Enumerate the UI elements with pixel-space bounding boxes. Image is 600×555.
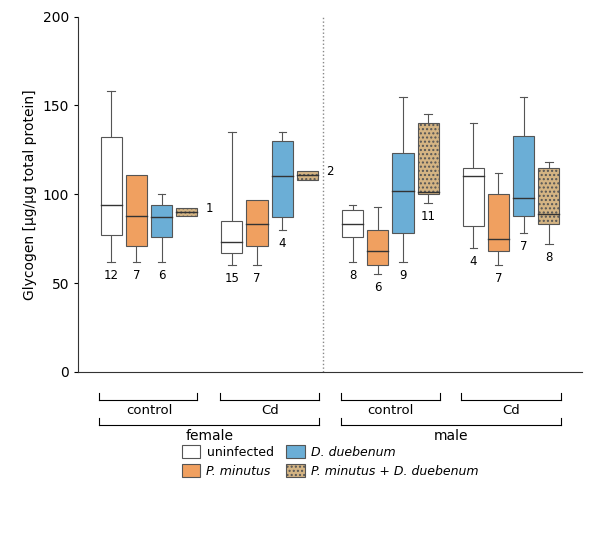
Bar (463, 168, 484, 226)
Text: 1: 1 (205, 202, 213, 215)
Bar (221, 221, 242, 253)
Bar (151, 205, 172, 237)
Legend: uninfected, P. minutus, D. duebenum, P. minutus + D. duebenum: uninfected, P. minutus, D. duebenum, P. … (176, 440, 484, 483)
Bar (488, 194, 509, 251)
Text: 7: 7 (253, 273, 261, 285)
Text: 6: 6 (158, 269, 166, 282)
Text: male: male (433, 428, 468, 443)
Bar (367, 230, 388, 265)
Bar (272, 141, 293, 218)
Text: control: control (126, 404, 172, 417)
Text: 15: 15 (224, 273, 239, 285)
Text: 6: 6 (374, 281, 382, 294)
Text: control: control (367, 404, 413, 417)
Text: 4: 4 (469, 255, 477, 268)
Text: female: female (185, 428, 233, 443)
Text: 4: 4 (278, 237, 286, 250)
Bar (247, 200, 268, 246)
Bar (538, 168, 559, 224)
Bar (101, 138, 122, 235)
Text: 7: 7 (133, 269, 140, 282)
Text: 12: 12 (104, 269, 119, 282)
Text: Cd: Cd (261, 404, 278, 417)
Y-axis label: Glycogen [µg/µg total protein]: Glycogen [µg/µg total protein] (23, 89, 37, 300)
Bar (342, 210, 363, 237)
Text: 2: 2 (326, 165, 334, 178)
Text: 8: 8 (349, 269, 356, 282)
Text: 9: 9 (399, 269, 407, 282)
Text: 11: 11 (421, 210, 436, 223)
Text: Cd: Cd (502, 404, 520, 417)
Text: 7: 7 (494, 273, 502, 285)
Bar (126, 175, 147, 246)
Bar (392, 153, 413, 233)
Bar (176, 209, 197, 215)
Text: 8: 8 (545, 251, 553, 264)
Bar (513, 135, 534, 215)
Bar (297, 171, 318, 180)
Bar (418, 123, 439, 194)
Text: 7: 7 (520, 240, 527, 254)
